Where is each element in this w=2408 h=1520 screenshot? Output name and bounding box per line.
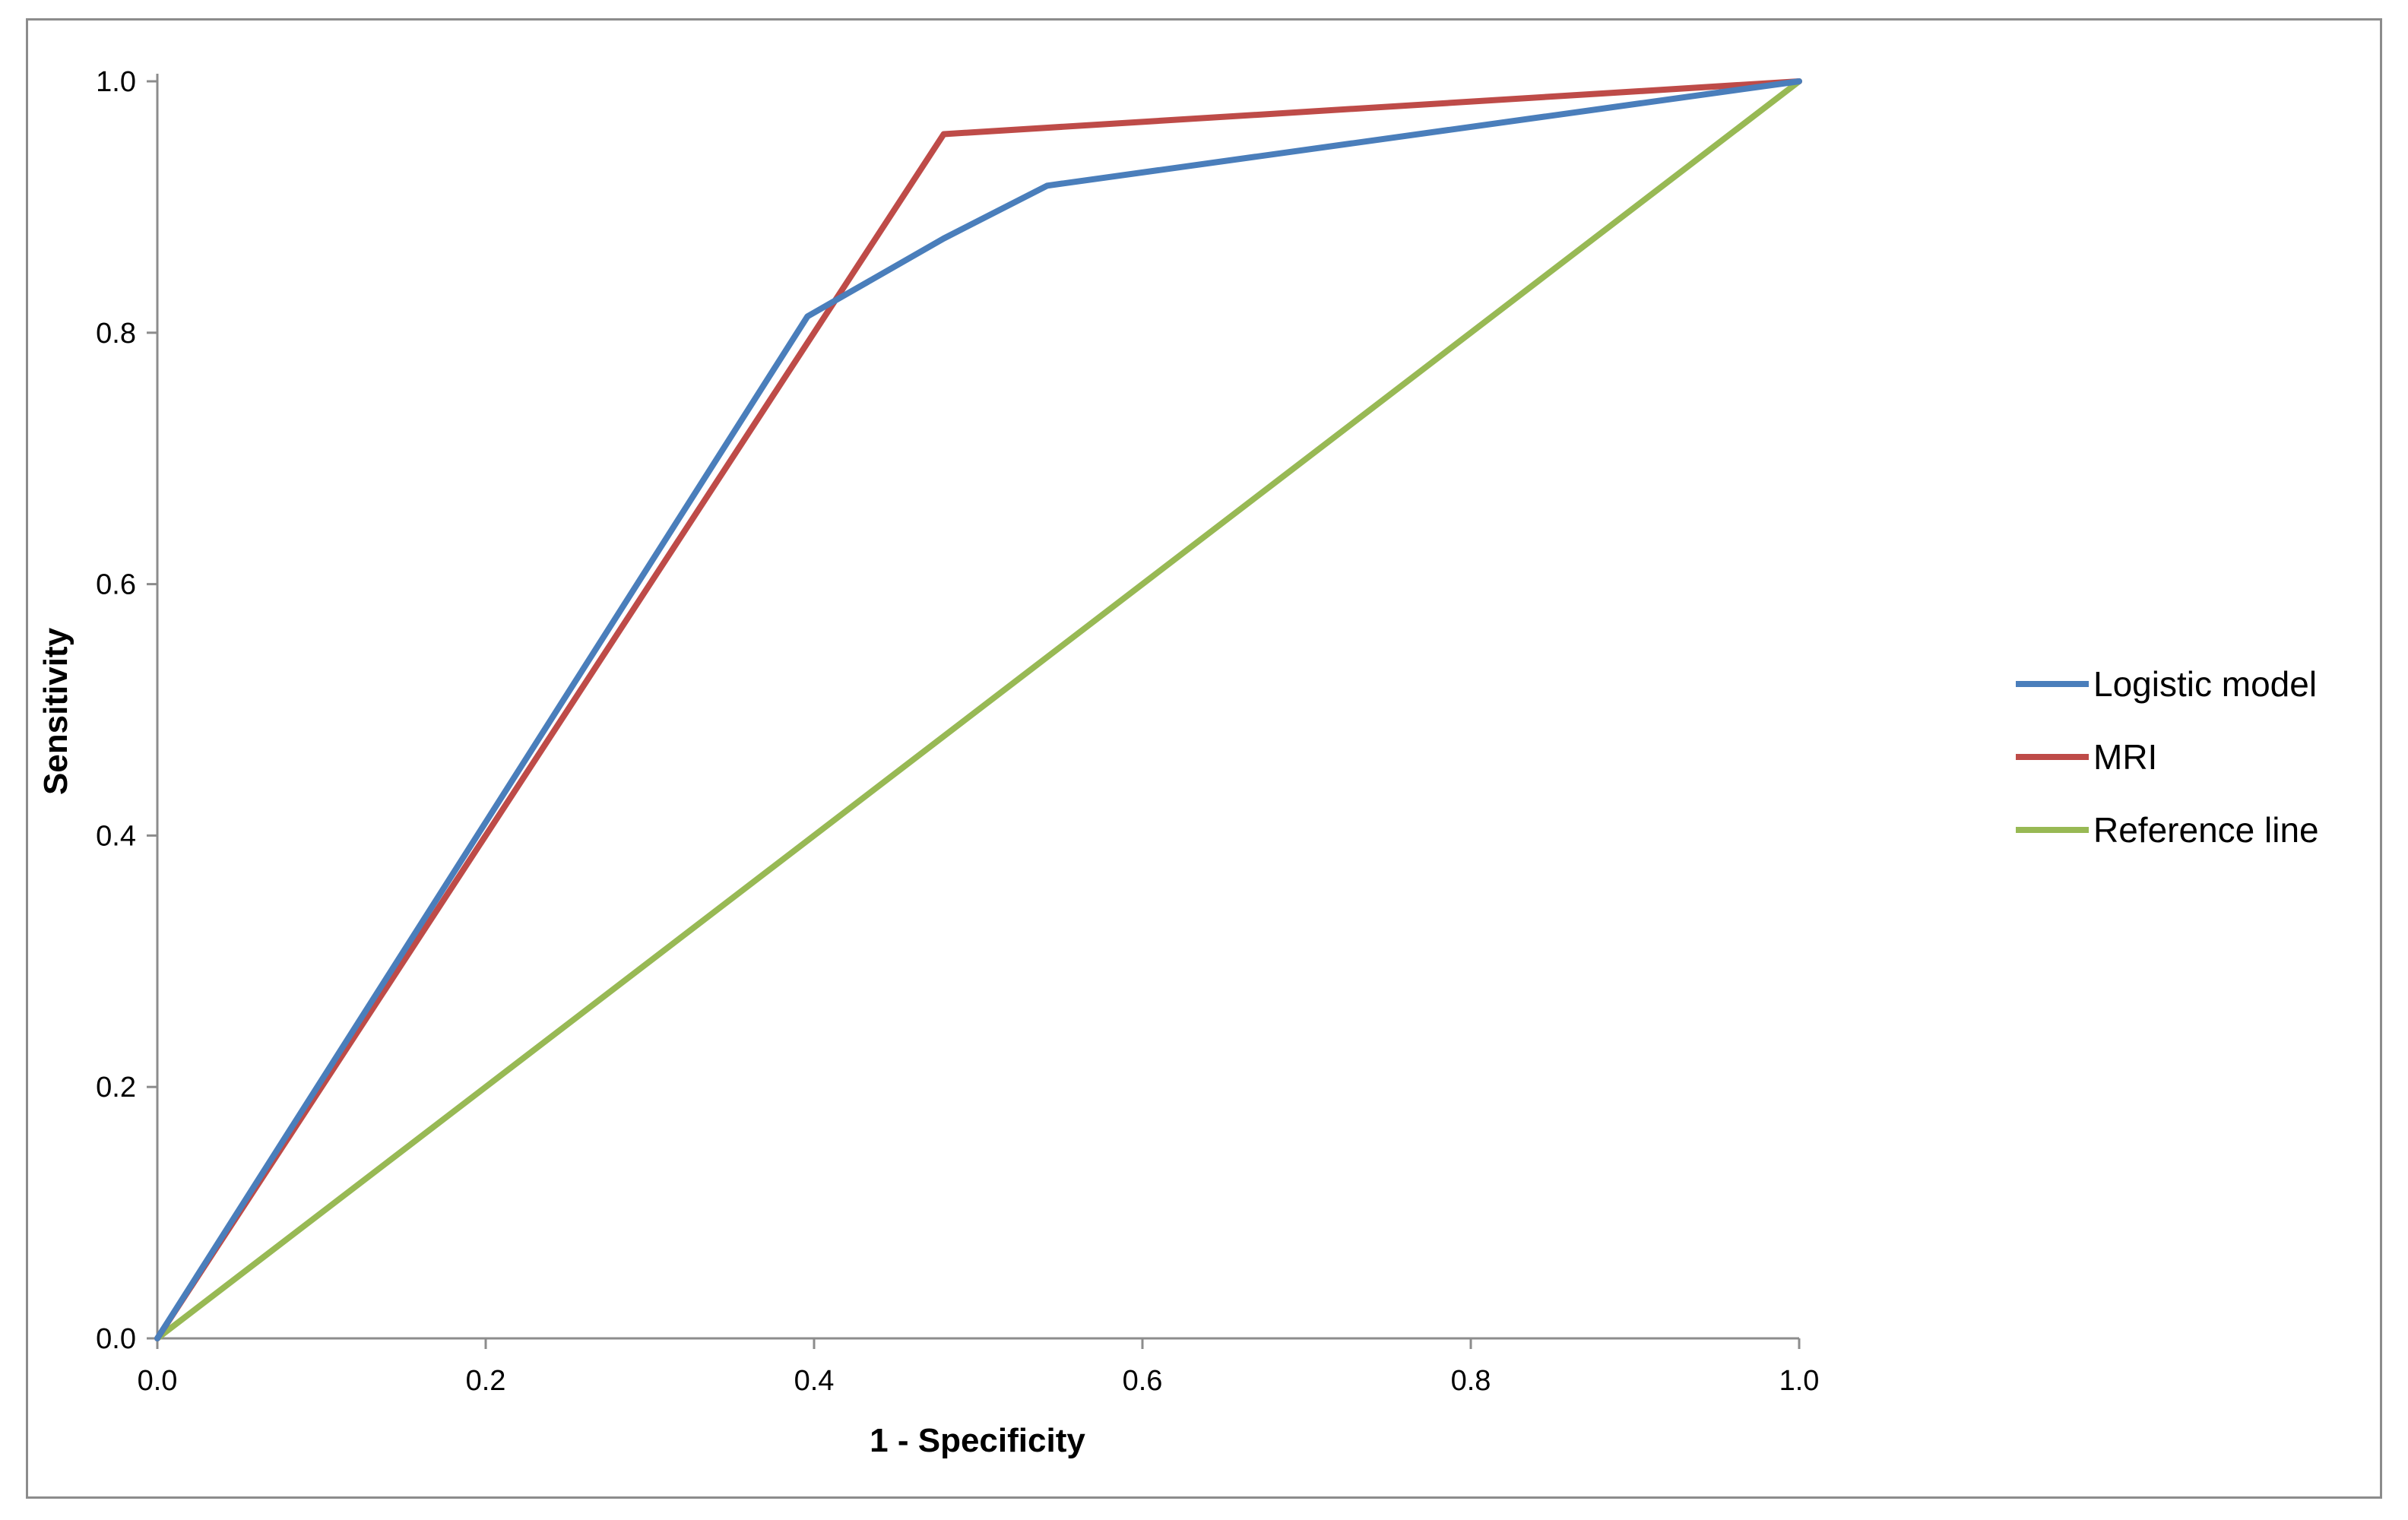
x-axis-title: 1 - Specificity	[870, 1422, 1085, 1459]
y-tick-label: 0.2	[96, 1072, 136, 1104]
chart-frame	[26, 18, 2382, 1499]
series-line-logistic-model	[154, 78, 1802, 1341]
y-tick-label: 1.0	[96, 66, 136, 98]
series-line-mri	[154, 78, 1802, 1341]
x-tick-label: 0.8	[1451, 1365, 1491, 1397]
series-layer	[154, 78, 1802, 1341]
y-tick-label: 0.4	[96, 820, 136, 852]
y-tick-label: 0.6	[96, 569, 136, 601]
x-tick-label: 1.0	[1779, 1365, 1820, 1397]
legend-label-logistic-model: Logistic model	[2093, 664, 2317, 704]
x-tick-label: 0.6	[1123, 1365, 1163, 1397]
y-tick-label: 0.8	[96, 318, 136, 350]
y-tick-label: 0.0	[96, 1323, 136, 1355]
x-tick-label: 0.0	[138, 1365, 178, 1397]
tick-labels: 0.0 0.2 0.4 0.6 0.8 1.0 0.0 0.2 0.4 0.6 0.8 1.0	[96, 66, 1819, 1397]
axes	[147, 74, 1801, 1349]
legend-label-reference-line: Reference line	[2093, 810, 2319, 850]
legend-label-mri: MRI	[2093, 737, 2157, 777]
x-tick-label: 0.4	[794, 1365, 835, 1397]
series-line-reference-line	[154, 78, 1802, 1341]
y-axis-title: Sensitivity	[37, 627, 74, 795]
legend: Logistic model MRI Reference line	[2016, 664, 2319, 850]
x-tick-label: 0.2	[466, 1365, 506, 1397]
